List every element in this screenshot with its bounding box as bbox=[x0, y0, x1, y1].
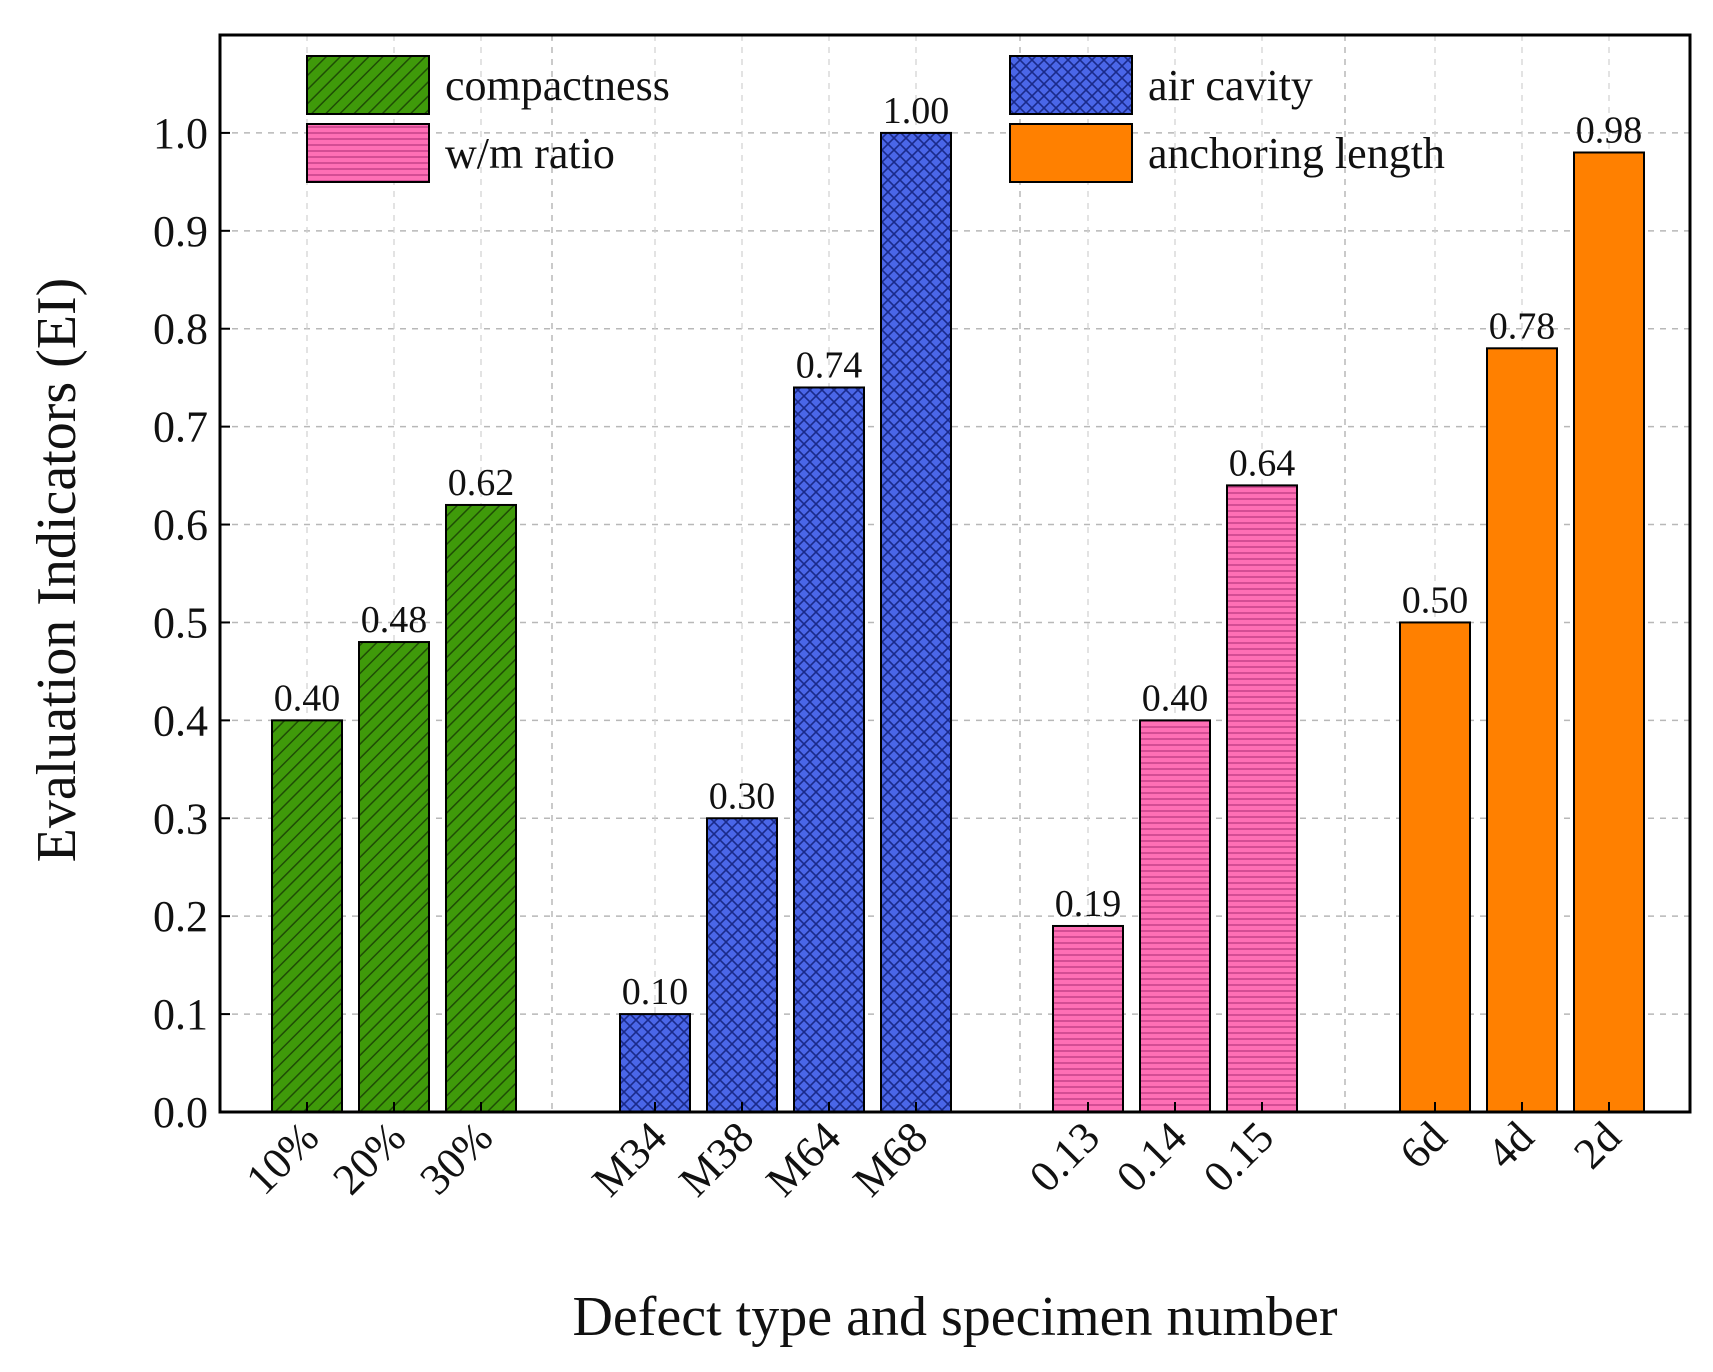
legend-swatch bbox=[306, 55, 430, 115]
bar-compactness-1 bbox=[358, 641, 430, 1113]
value-label: 0.30 bbox=[709, 775, 776, 817]
x-tick-label: M34 bbox=[583, 1112, 676, 1205]
value-label: 0.40 bbox=[274, 677, 341, 719]
legend-swatch bbox=[306, 123, 430, 183]
x-tick-label: M38 bbox=[670, 1112, 763, 1205]
legend-swatch bbox=[1009, 123, 1133, 183]
value-label: 0.64 bbox=[1229, 442, 1296, 484]
y-tick-label: 0.5 bbox=[153, 598, 208, 647]
x-tick-label: M64 bbox=[757, 1112, 850, 1205]
y-tick-label: 0.2 bbox=[153, 892, 208, 941]
value-label: 0.40 bbox=[1142, 677, 1209, 719]
axes bbox=[218, 33, 1692, 1114]
legend-swatch bbox=[1009, 55, 1133, 115]
value-labels: 0.40 0.48 0.62 0.10 0.30 0.74 1.00 0.19 0.40 0.64… bbox=[274, 90, 1643, 1013]
y-tick-label: 0.1 bbox=[153, 990, 208, 1039]
x-tick-label: 10% bbox=[236, 1112, 328, 1204]
x-axis-title: Defect type and specimen number bbox=[572, 1286, 1337, 1348]
bar-w-m-ratio-1 bbox=[1139, 719, 1211, 1113]
y-axis-title: Evaluation Indicators (EI) bbox=[26, 278, 88, 863]
x-tick-label: 0.14 bbox=[1107, 1112, 1196, 1201]
bar-anchoring-length-1 bbox=[1486, 347, 1558, 1113]
value-label: 0.10 bbox=[622, 971, 689, 1013]
x-tick-label: 2d bbox=[1564, 1112, 1630, 1178]
legend: compactness air cavity w/m ratio anchoring … bbox=[306, 55, 1445, 183]
y-tick-label: 0.3 bbox=[153, 794, 208, 843]
bar-air-cavity-2 bbox=[793, 386, 865, 1113]
y-tick-label: 0.0 bbox=[153, 1088, 208, 1137]
value-label: 0.74 bbox=[796, 344, 863, 386]
legend-label: w/m ratio bbox=[445, 129, 615, 178]
plot-frame bbox=[218, 33, 1692, 1114]
x-tick-label: 30% bbox=[410, 1112, 502, 1204]
value-label: 0.19 bbox=[1055, 883, 1122, 925]
x-tick-label: 0.13 bbox=[1020, 1112, 1109, 1201]
legend-label: anchoring length bbox=[1148, 129, 1445, 178]
value-label: 0.50 bbox=[1402, 579, 1469, 621]
bar-anchoring-length-0 bbox=[1399, 621, 1471, 1113]
y-tick-label: 1.0 bbox=[153, 109, 208, 158]
bar-anchoring-length-2 bbox=[1573, 151, 1645, 1113]
x-tick-label: M68 bbox=[844, 1112, 937, 1205]
bar-compactness-0 bbox=[271, 719, 343, 1113]
y-tick-label: 0.7 bbox=[153, 403, 208, 452]
y-tick-label: 0.6 bbox=[153, 501, 208, 550]
bar-compactness-2 bbox=[445, 503, 517, 1113]
legend-label: air cavity bbox=[1148, 61, 1313, 110]
y-tick-label: 0.4 bbox=[153, 696, 208, 745]
bar-w-m-ratio-2 bbox=[1226, 484, 1298, 1113]
y-tick-labels: 0.0 0.1 0.2 0.3 0.4 0.5 0.6 0.7 0.8 0.9 1.0 bbox=[153, 109, 208, 1137]
value-label: 0.78 bbox=[1489, 305, 1556, 347]
x-tick-label: 4d bbox=[1477, 1112, 1543, 1178]
value-label: 1.00 bbox=[883, 90, 950, 132]
value-label: 0.48 bbox=[361, 599, 428, 641]
y-tick-label: 0.9 bbox=[153, 207, 208, 256]
x-tick-label: 6d bbox=[1390, 1112, 1456, 1178]
bar-air-cavity-3 bbox=[880, 131, 952, 1113]
bar-air-cavity-1 bbox=[706, 817, 778, 1113]
x-tick-label: 0.15 bbox=[1194, 1112, 1283, 1201]
x-tick-label: 20% bbox=[323, 1112, 415, 1204]
value-label: 0.98 bbox=[1576, 109, 1643, 151]
bar-w-m-ratio-0 bbox=[1052, 924, 1124, 1113]
legend-label: compactness bbox=[445, 61, 670, 110]
value-label: 0.62 bbox=[448, 462, 515, 504]
y-tick-label: 0.8 bbox=[153, 305, 208, 354]
bar-air-cavity-0 bbox=[619, 1013, 691, 1113]
